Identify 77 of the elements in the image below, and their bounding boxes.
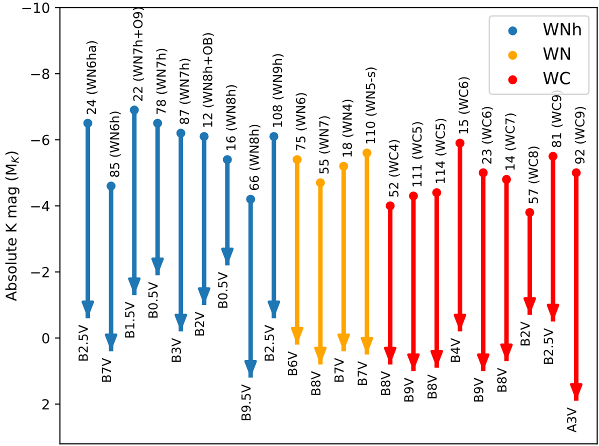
- data-label: 18 (WN4): [342, 100, 354, 157]
- x-tick-label: B2V: [194, 312, 204, 336]
- x-tick-label: B8V: [497, 368, 507, 392]
- data-label: 22 (WN7h+O9): [132, 7, 144, 101]
- point: [455, 138, 464, 148]
- data-label: 66 (WN8h): [249, 124, 260, 190]
- x-tick-label: B8V: [427, 374, 437, 398]
- x-tick-label: B4V: [450, 338, 460, 362]
- point: [502, 174, 511, 184]
- x-tick-label: B1.5V: [125, 302, 134, 338]
- point: [548, 152, 558, 161]
- point: [339, 162, 348, 171]
- x-tick-label: B9V: [404, 378, 414, 402]
- x-tick-label: A3V: [566, 408, 576, 432]
- x-tick-label: B2V: [520, 322, 530, 346]
- point: [386, 201, 395, 210]
- data-label: 108 (WN9h): [272, 54, 284, 127]
- data-label: 52 (WC4): [388, 140, 400, 197]
- x-tick-label: B6V: [288, 351, 298, 376]
- y-tick-label: −10: [22, 2, 50, 14]
- point: [200, 132, 209, 141]
- x-tick-label: B8V: [311, 371, 321, 395]
- point: [525, 208, 534, 217]
- legend-label: WN: [543, 48, 570, 60]
- y-axis-title: Absolute K mag (M$_{K}$): [5, 152, 20, 302]
- data-label: 75 (WN6): [296, 93, 307, 150]
- data-label: 85 (WN6h): [110, 112, 121, 177]
- legend-label: WC: [543, 72, 570, 84]
- data-label: 23 (WC6): [482, 106, 493, 164]
- data-label: 55 (WN7): [319, 116, 330, 174]
- point: [222, 155, 232, 164]
- data-label: 15 (WC6): [458, 77, 470, 134]
- point: [292, 155, 302, 164]
- y-tick-label: −8: [31, 68, 50, 80]
- x-tick-label: B7V: [102, 358, 112, 382]
- x-tick-label: B0.5V: [148, 282, 158, 318]
- y-tick-label: −4: [31, 201, 50, 212]
- x-tick-label: B9V: [474, 378, 484, 402]
- point: [478, 168, 488, 178]
- data-label: 111 (WC5): [412, 122, 424, 186]
- data-label: 57 (WC8): [528, 146, 540, 204]
- data-label: 16 (WN8h): [226, 85, 238, 150]
- y-tick-label: −2: [31, 266, 49, 278]
- data-label: 12 (WN8h+OB): [202, 33, 214, 127]
- data-label: 92 (WC9): [574, 106, 586, 164]
- point: [130, 106, 139, 115]
- data-label: 87 (WN7h): [179, 58, 191, 124]
- x-tick-label: B2.5V: [544, 328, 554, 364]
- y-tick-label: 0: [42, 332, 50, 344]
- point: [106, 182, 116, 191]
- point: [83, 118, 92, 128]
- data-label: 78 (WN7h): [156, 48, 168, 114]
- data-label: 110 (WN5-s): [366, 68, 377, 144]
- point: [362, 148, 372, 158]
- x-tick-label: B9.5V: [241, 384, 251, 420]
- point: [176, 128, 186, 138]
- x-tick-label: B2.5V: [264, 324, 274, 361]
- x-tick-label: B7V: [358, 361, 367, 386]
- data-label: 24 (WN6ha): [86, 41, 98, 114]
- x-tick-label: B3V: [172, 338, 181, 362]
- point: [408, 191, 418, 200]
- x-tick-label: B0.5V: [218, 272, 228, 308]
- data-label: 114 (WC5): [435, 118, 446, 183]
- point: [269, 132, 278, 141]
- data-label: 14 (WC7): [505, 114, 516, 170]
- point: [432, 188, 442, 198]
- point: [316, 178, 325, 188]
- y-tick-label: 2: [42, 399, 49, 410]
- x-tick-label: B7V: [334, 358, 344, 382]
- point: [153, 118, 162, 128]
- point: [246, 194, 256, 204]
- data-label: 81 (WC9): [552, 90, 563, 148]
- point: [572, 168, 581, 178]
- legend-label: WNh: [543, 22, 581, 36]
- x-tick-label: B2.5V: [78, 324, 88, 361]
- y-tick-label: −6: [31, 134, 50, 146]
- x-tick-label: B8V: [380, 371, 390, 395]
